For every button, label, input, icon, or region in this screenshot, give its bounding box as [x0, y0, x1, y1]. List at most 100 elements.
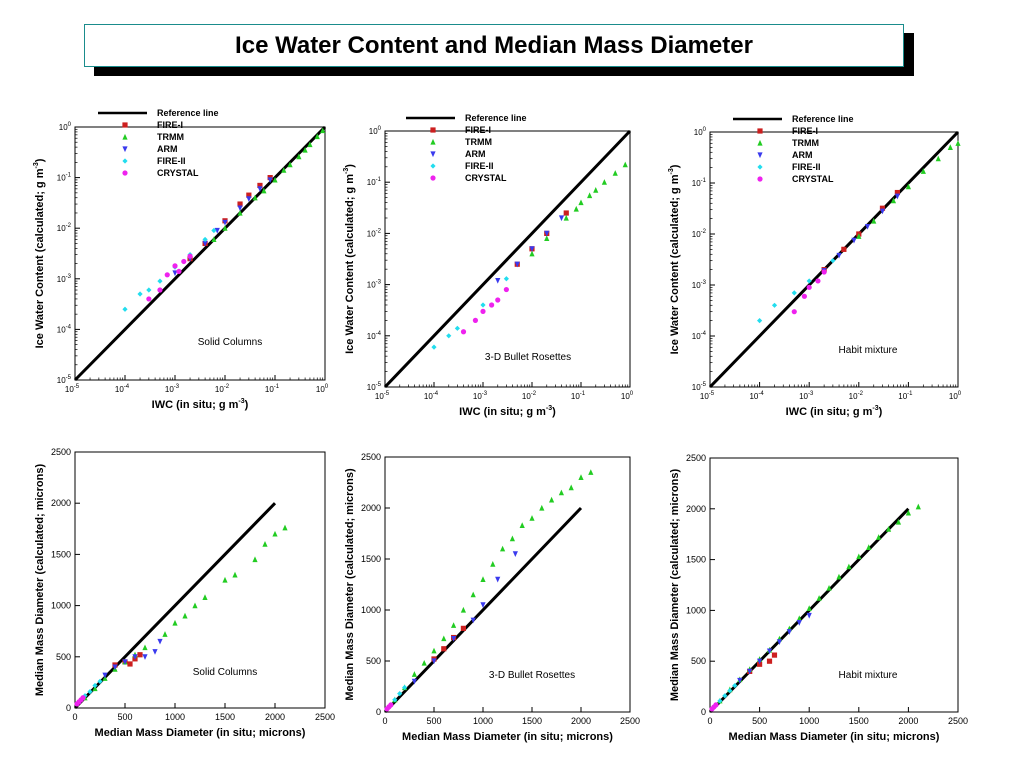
data-point: [112, 664, 118, 671]
y-tick-label: 1500: [686, 555, 706, 565]
legend-marker: [757, 176, 763, 182]
data-point: [713, 702, 719, 708]
legend-marker: [122, 146, 128, 153]
series-arm: [411, 551, 518, 685]
data-point: [320, 127, 326, 134]
legend-label: CRYSTAL: [792, 174, 834, 184]
y-tick-label: 2500: [361, 452, 381, 462]
data-point: [460, 606, 466, 613]
y-tick-label: 10-5: [57, 375, 72, 385]
data-point: [935, 155, 941, 162]
x-tick-label: 10-3: [165, 384, 180, 394]
data-point: [544, 230, 550, 237]
data-point: [307, 141, 313, 148]
data-point: [905, 183, 911, 190]
data-point: [472, 317, 479, 323]
y-tick-label: 500: [56, 652, 71, 662]
data-point: [257, 186, 263, 192]
x-tick-label: 10-2: [522, 391, 537, 401]
data-point: [87, 689, 93, 695]
panel-annotation: 3-D Bullet Rosettes: [485, 352, 571, 363]
chart-3: 10-510-5 10-4 10-4 10-3 10-3 10-2 10-2 10-1 10-1…: [668, 114, 962, 418]
x-tick-label: 1500: [215, 712, 235, 722]
data-point: [214, 227, 220, 234]
x-tick-label: 0: [72, 712, 77, 722]
data-point: [727, 688, 733, 694]
y-tick-label: 10-1: [692, 178, 707, 188]
data-point: [146, 287, 152, 293]
data-point: [894, 189, 900, 196]
y-tick-label: 10-5: [367, 382, 382, 392]
x-tick-label: 1000: [799, 716, 819, 726]
legend-label: FIRE-I: [157, 120, 183, 130]
data-point: [489, 302, 495, 308]
series-arm: [172, 177, 273, 277]
legend: Reference line FIRE-I TRMM ARM FIRE-II CRYSTA…: [733, 114, 854, 184]
legend-marker: [757, 128, 763, 134]
y-tick-label: 10-5: [692, 382, 707, 392]
legend-label: Reference line: [157, 108, 219, 118]
legend-label: ARM: [157, 144, 178, 154]
chart-6: 00 500 500 1000 1000 1500 1500 2000 2000 2500 2500…: [669, 453, 968, 743]
series-trmm: [392, 469, 594, 703]
data-point: [806, 278, 812, 284]
data-point: [826, 584, 832, 591]
y-tick-label: 1000: [361, 605, 381, 615]
data-point: [441, 646, 447, 652]
data-point: [905, 509, 911, 516]
legend-marker: [122, 122, 128, 128]
data-point: [816, 595, 822, 601]
x-tick-label: 2000: [898, 716, 918, 726]
data-point: [563, 210, 569, 216]
legend-marker: [122, 133, 128, 140]
data-point: [815, 278, 821, 284]
data-point: [771, 652, 778, 658]
data-point: [601, 179, 607, 185]
legend-label: TRMM: [465, 137, 492, 147]
data-point: [791, 309, 797, 315]
y-tick-label: 1000: [686, 605, 706, 615]
data-point: [890, 197, 897, 204]
y-tick-label: 1500: [51, 549, 71, 559]
legend-marker: [757, 164, 763, 170]
data-point: [454, 325, 460, 331]
data-point: [558, 215, 565, 222]
data-point: [503, 276, 509, 282]
legend-label: TRMM: [792, 138, 819, 148]
data-point: [162, 631, 168, 637]
series-crystal: [74, 695, 86, 707]
data-point: [164, 272, 170, 278]
data-point: [495, 576, 501, 583]
data-point: [222, 576, 228, 583]
legend-label: FIRE-II: [465, 161, 494, 171]
y-tick-label: 500: [691, 656, 706, 666]
title-box: Ice Water Content and Median Mass Diamet…: [84, 24, 904, 67]
series-fire-ii: [757, 258, 836, 324]
data-point: [568, 484, 574, 491]
data-point: [876, 534, 882, 540]
data-point: [578, 199, 584, 206]
series-crystal: [146, 253, 193, 302]
series-trmm: [529, 161, 628, 257]
legend-label: CRYSTAL: [157, 168, 199, 178]
data-point: [806, 605, 812, 611]
legend-marker: [430, 127, 436, 133]
data-point: [272, 176, 278, 183]
chart-4: 00 500 500 1000 1000 1500 1500 2000 2000 2500 2500…: [34, 447, 335, 739]
series-trmm: [211, 127, 326, 243]
data-point: [588, 469, 594, 475]
data-point: [97, 678, 103, 684]
page-title: Ice Water Content and Median Mass Diamet…: [235, 31, 753, 59]
data-point: [622, 161, 628, 168]
y-tick-label: 10-2: [692, 229, 707, 239]
data-point: [895, 518, 902, 525]
data-point: [92, 685, 98, 692]
data-point: [137, 291, 143, 297]
reference-line: [73, 502, 277, 710]
data-point: [281, 167, 287, 173]
data-point: [776, 639, 783, 645]
y-axis-label: Median Mass Diameter (calculated; micron…: [34, 464, 46, 697]
y-tick-label: 10-3: [57, 274, 72, 284]
series-crystal: [791, 269, 827, 315]
